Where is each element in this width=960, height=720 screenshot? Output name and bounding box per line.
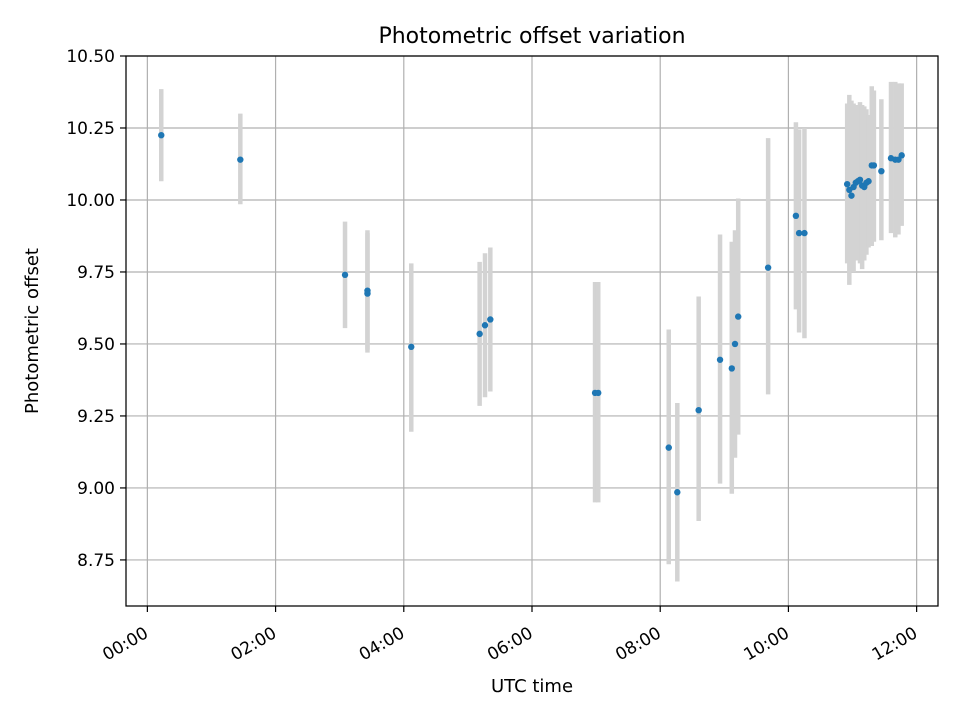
data-point xyxy=(716,356,724,363)
data-point xyxy=(764,264,772,271)
data-point xyxy=(476,330,483,338)
data-point xyxy=(237,156,244,163)
data-point xyxy=(481,322,489,329)
data-point xyxy=(898,152,905,159)
y-tick-label: 9.00 xyxy=(77,479,115,499)
data-point xyxy=(408,343,415,351)
data-point xyxy=(870,162,878,169)
data-points xyxy=(158,131,905,496)
data-point xyxy=(735,313,742,320)
data-point xyxy=(158,131,165,139)
y-axis-label: Photometric offset xyxy=(22,248,43,414)
data-point xyxy=(728,365,735,372)
data-point xyxy=(843,180,851,188)
data-point xyxy=(795,229,803,237)
data-point xyxy=(674,489,681,496)
chart-title: Photometric offset variation xyxy=(378,24,685,49)
data-point xyxy=(792,212,800,220)
data-point xyxy=(731,340,739,348)
data-point xyxy=(341,271,349,279)
y-tick-label: 10.25 xyxy=(66,119,115,139)
data-point xyxy=(665,444,672,451)
y-tick-label: 8.75 xyxy=(77,551,115,571)
data-point xyxy=(878,167,885,175)
data-point xyxy=(595,389,602,397)
data-point xyxy=(856,176,864,184)
y-tick-label: 10.00 xyxy=(66,191,115,211)
data-point xyxy=(487,316,494,323)
data-point xyxy=(364,290,371,297)
x-axis-label: UTC time xyxy=(491,676,573,697)
y-tick-label: 9.25 xyxy=(77,407,115,427)
y-tick-label: 9.50 xyxy=(77,335,115,355)
data-point xyxy=(865,178,872,185)
data-point xyxy=(848,192,855,199)
y-axis: 8.75 9.00 9.25 9.50 9.75 10.00 10.25 10.50 xyxy=(66,47,126,571)
y-tick-label: 10.50 xyxy=(66,47,115,67)
data-point xyxy=(801,229,808,237)
data-point xyxy=(695,406,702,414)
y-tick-label: 9.75 xyxy=(77,263,115,283)
